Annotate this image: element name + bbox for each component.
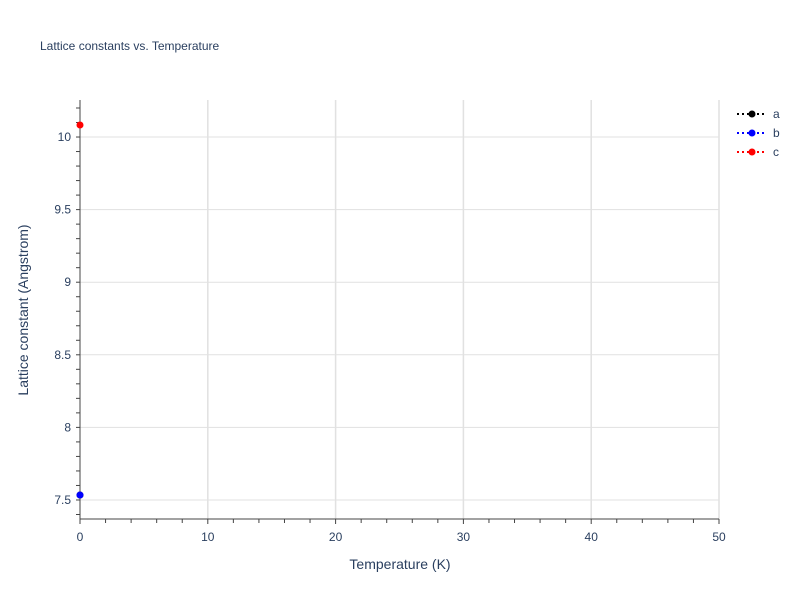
x-tick-label: 10 <box>201 530 215 544</box>
legend-label-a: a <box>773 107 780 121</box>
y-tick-label: 8 <box>64 420 71 434</box>
legend-label-b: b <box>773 126 780 140</box>
x-tick-label: 30 <box>457 530 471 544</box>
x-tick-label: 0 <box>77 530 84 544</box>
legend-label-c: c <box>773 145 779 159</box>
data-point-b <box>76 491 84 499</box>
y-tick-label: 9.5 <box>54 203 71 217</box>
x-tick-label: 20 <box>329 530 343 544</box>
x-tick-label: 50 <box>712 530 726 544</box>
y-tick-label: 8.5 <box>54 348 71 362</box>
y-tick-label: 10 <box>58 130 72 144</box>
y-axis-label: Lattice constant (Angstrom) <box>15 224 31 395</box>
x-tick-label: 40 <box>585 530 599 544</box>
chart-title: Lattice constants vs. Temperature <box>40 39 220 53</box>
legend-marker-b <box>748 129 756 137</box>
y-tick-label: 9 <box>64 275 71 289</box>
legend-marker-a <box>748 110 756 118</box>
x-axis-label: Temperature (K) <box>349 556 450 572</box>
y-tick-label: 7.5 <box>54 493 71 507</box>
data-point-c <box>76 121 84 129</box>
legend-marker-c <box>748 148 756 156</box>
